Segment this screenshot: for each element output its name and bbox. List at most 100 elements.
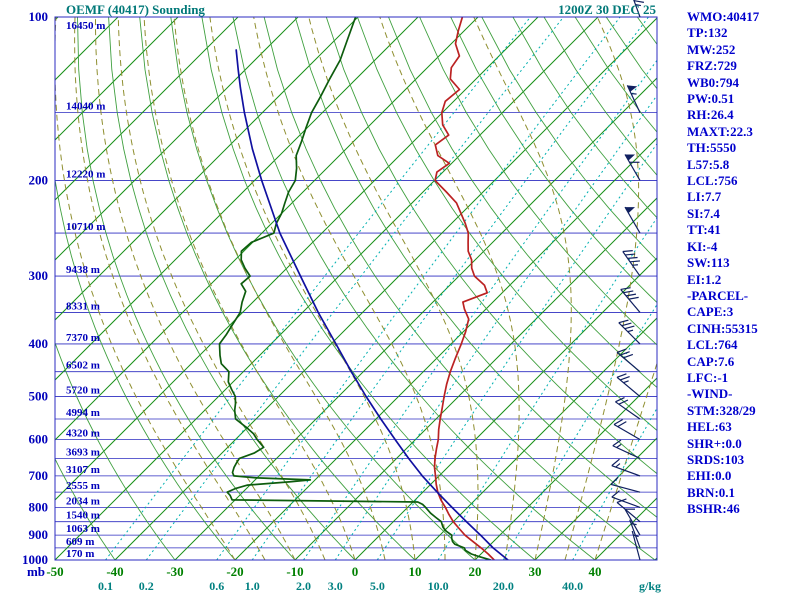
stat-line: TP:132	[687, 25, 728, 41]
wind-barb	[624, 508, 641, 536]
wind-barb	[620, 287, 641, 313]
wind-barb	[633, 0, 645, 18]
height-label: 9438 m	[66, 264, 100, 276]
stat-line: LCL:764	[687, 337, 738, 353]
page-title: OEMF (40417) Sounding	[66, 2, 205, 17]
stat-line: BRN:0.1	[687, 484, 736, 500]
wind-barb	[611, 458, 641, 477]
temp-tick-label: -20	[226, 564, 243, 579]
pressure-tick-label: 600	[29, 432, 49, 447]
pressure-tick-label: 800	[29, 499, 49, 514]
height-label: 1540 m	[66, 510, 100, 522]
stat-line: CAPE:3	[687, 304, 734, 320]
temperature-trace	[433, 17, 496, 560]
wind-barb	[624, 206, 641, 234]
stat-line: -WIND-	[687, 386, 733, 402]
temp-tick-label: 30	[529, 564, 542, 579]
pressure-tick-label: 700	[29, 468, 49, 483]
height-label: 14040 m	[66, 101, 105, 113]
stat-line: HEL:63	[687, 419, 732, 435]
mixing-ratio-tick-label: 0.6	[209, 579, 224, 593]
pressure-tick-label: 200	[29, 172, 49, 187]
wind-barb	[613, 419, 641, 441]
stat-line: STM:328/29	[687, 402, 756, 418]
stat-line: -PARCEL-	[687, 287, 749, 303]
wind-barb	[612, 439, 641, 459]
datetime-label: 1200Z 30 DEC 25	[558, 2, 656, 17]
height-label: 8331 m	[66, 300, 100, 312]
stat-line: L57:5.8	[687, 156, 730, 172]
pressure-tick-label: 100	[29, 9, 49, 24]
temp-tick-label: 10	[409, 564, 422, 579]
wind-barb	[615, 397, 641, 420]
pressure-tick-label: 500	[29, 389, 49, 404]
wind-barb	[631, 530, 641, 561]
wind-barb	[610, 476, 641, 493]
dewpoint-trace	[218, 17, 492, 560]
mixing-ratio-tick-label: 40.0	[562, 579, 583, 593]
temp-tick-label: -10	[286, 564, 303, 579]
stats-panel: WMO:40417 TP:132 MW:252 FRZ:729 WB0:794 PW:0.…	[687, 9, 759, 518]
height-label: 4320 m	[66, 428, 100, 440]
wind-barb	[618, 319, 641, 345]
wind-barb	[611, 490, 641, 508]
height-label: 12220 m	[66, 168, 105, 180]
mixing-ratio-tick-label: 20.0	[493, 579, 514, 593]
height-label: 170 m	[66, 548, 94, 560]
pressure-tick-label: 900	[29, 527, 49, 542]
mixing-ratio-unit-label: g/kg	[639, 579, 661, 593]
temp-tick-label: 20	[469, 564, 482, 579]
mixing-ratio-tick-label: 1.0	[245, 579, 260, 593]
stat-line: SRDS:103	[687, 451, 745, 467]
stat-line: TT:41	[687, 222, 721, 238]
stat-line: LI:7.7	[687, 189, 722, 205]
height-label: 2034 m	[66, 495, 100, 507]
mixing-ratio-tick-label: 2.0	[296, 579, 311, 593]
wind-barb-column	[610, 0, 645, 561]
mixing-ratio-tick-label: 3.0	[328, 579, 343, 593]
temp-tick-label: -30	[166, 564, 183, 579]
stat-line: LCL:756	[687, 173, 738, 189]
pressure-tick-label: 300	[29, 268, 49, 283]
graticule	[55, 17, 657, 560]
stat-line: RH:26.4	[687, 107, 734, 123]
stat-line: BSHR:46	[687, 501, 740, 517]
stat-line: SI:7.4	[687, 205, 720, 221]
height-label: 4994 m	[66, 407, 100, 419]
stat-line: SHR+:0.0	[687, 435, 742, 451]
mixing-ratio-tick-label: 0.1	[98, 579, 113, 593]
parcel-trace	[235, 49, 509, 560]
stat-line: CINH:55315	[687, 320, 758, 336]
stat-line: MW:252	[687, 41, 736, 57]
height-label: 2555 m	[66, 480, 100, 492]
height-label: 3107 m	[66, 464, 100, 476]
stat-line: SW:113	[687, 255, 730, 271]
stat-line: TH:5550	[687, 140, 737, 156]
wind-barb	[616, 498, 641, 523]
height-label: 10710 m	[66, 221, 105, 233]
sounding-traces	[218, 17, 509, 560]
stat-line: FRZ:729	[687, 58, 737, 74]
stat-line: PW:0.51	[687, 91, 735, 107]
stat-line: WMO:40417	[687, 9, 760, 24]
pressure-unit-label: mb	[27, 564, 45, 579]
stat-line: EHI:0.0	[687, 468, 732, 484]
height-label: 6502 m	[66, 360, 100, 372]
pressure-tick-label: 1000	[22, 552, 48, 567]
mixing-ratio-tick-label: 10.0	[428, 579, 449, 593]
temp-tick-label: -40	[106, 564, 123, 579]
stat-line: MAXT:22.3	[687, 123, 753, 139]
plot-border	[54, 16, 658, 561]
wind-barb	[616, 373, 641, 398]
height-label: 16450 m	[66, 20, 105, 32]
wind-barb	[626, 85, 641, 113]
temp-tick-label: -50	[46, 564, 63, 579]
stat-line: KI:-4	[687, 238, 718, 254]
stat-line: CAP:7.6	[687, 353, 735, 369]
mixing-ratio-tick-label: 0.2	[139, 579, 154, 593]
stat-line: EI:1.2	[687, 271, 722, 287]
temp-tick-label: 0	[352, 564, 359, 579]
stat-line: WB0:794	[687, 74, 739, 90]
